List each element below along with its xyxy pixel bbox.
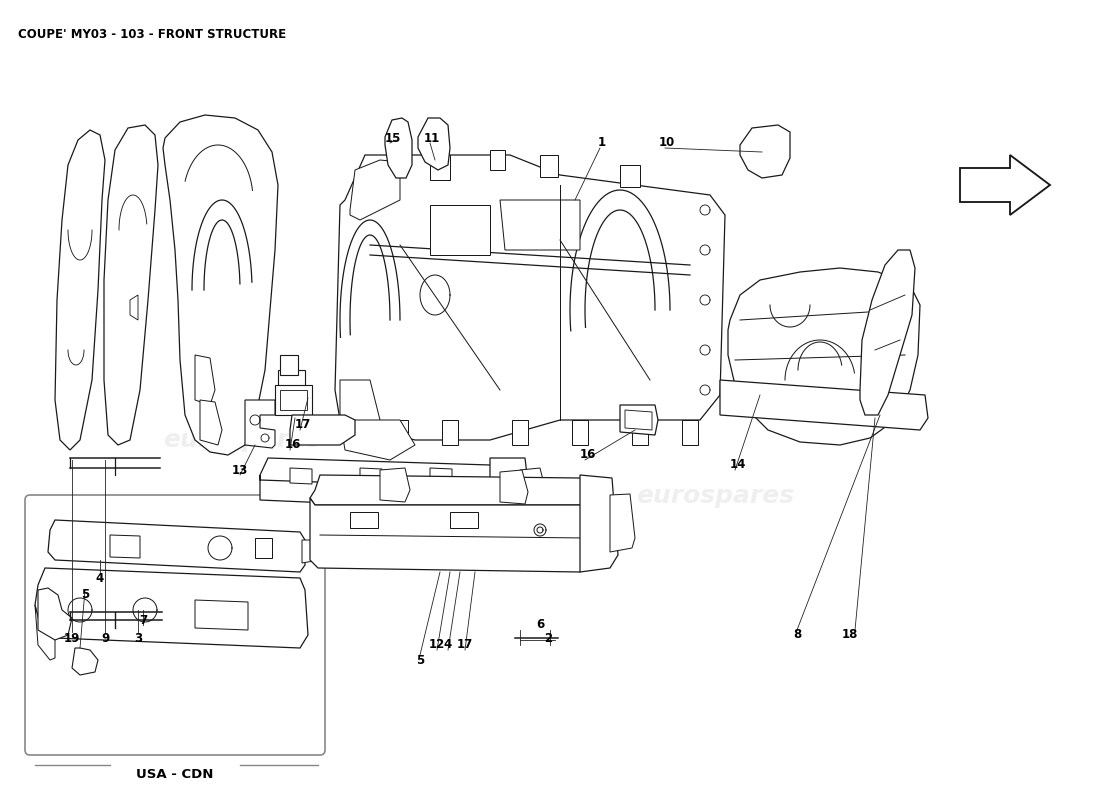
Text: 10: 10 [659, 137, 675, 150]
Polygon shape [340, 420, 415, 460]
Text: 18: 18 [842, 629, 858, 642]
Polygon shape [620, 165, 640, 187]
Polygon shape [572, 420, 588, 445]
Polygon shape [860, 250, 915, 415]
Polygon shape [195, 355, 214, 405]
Text: 5: 5 [81, 589, 89, 602]
Polygon shape [110, 535, 140, 558]
Text: 17: 17 [295, 418, 311, 431]
Text: 13: 13 [232, 463, 249, 477]
Text: 17: 17 [456, 638, 473, 651]
Polygon shape [500, 470, 528, 504]
Polygon shape [385, 118, 412, 178]
Polygon shape [728, 268, 920, 445]
Polygon shape [632, 420, 648, 445]
Polygon shape [442, 420, 458, 445]
Polygon shape [340, 380, 379, 430]
Polygon shape [490, 150, 505, 170]
Polygon shape [280, 390, 307, 410]
Polygon shape [490, 458, 530, 512]
Polygon shape [379, 468, 410, 502]
Polygon shape [48, 520, 305, 572]
Polygon shape [278, 370, 305, 395]
Text: 19: 19 [64, 631, 80, 645]
Polygon shape [302, 540, 322, 563]
Text: 12: 12 [429, 638, 446, 651]
Text: 2: 2 [543, 631, 552, 645]
Polygon shape [682, 420, 698, 445]
Polygon shape [512, 420, 528, 445]
Polygon shape [290, 468, 312, 484]
Polygon shape [280, 355, 298, 375]
Polygon shape [255, 538, 272, 558]
Polygon shape [960, 155, 1050, 215]
Polygon shape [430, 205, 490, 255]
Polygon shape [72, 648, 98, 675]
Text: 1: 1 [598, 137, 606, 150]
Polygon shape [430, 155, 450, 180]
Text: eurospares: eurospares [636, 484, 794, 508]
Polygon shape [35, 568, 308, 648]
Polygon shape [620, 405, 658, 435]
Text: eurospares: eurospares [163, 428, 321, 452]
Polygon shape [245, 400, 275, 448]
Text: 11: 11 [424, 131, 440, 145]
Polygon shape [39, 588, 72, 640]
Polygon shape [392, 420, 408, 445]
Text: 3: 3 [134, 631, 142, 645]
Polygon shape [362, 420, 378, 445]
Polygon shape [450, 512, 478, 528]
Text: 4: 4 [96, 571, 104, 585]
Polygon shape [360, 468, 382, 484]
Polygon shape [350, 512, 378, 528]
Polygon shape [740, 125, 790, 178]
Polygon shape [290, 415, 355, 445]
Polygon shape [130, 295, 138, 320]
Polygon shape [275, 385, 312, 415]
Polygon shape [310, 498, 590, 572]
Polygon shape [350, 160, 400, 220]
Polygon shape [418, 118, 450, 170]
Polygon shape [580, 475, 618, 572]
Text: 16: 16 [580, 449, 596, 462]
Polygon shape [310, 475, 592, 505]
Text: 5: 5 [416, 654, 425, 666]
Polygon shape [500, 200, 580, 250]
Polygon shape [520, 468, 544, 502]
Polygon shape [625, 410, 652, 430]
Text: 9: 9 [101, 631, 109, 645]
Polygon shape [336, 155, 725, 440]
Polygon shape [195, 600, 248, 630]
Polygon shape [720, 380, 928, 430]
Polygon shape [104, 125, 158, 445]
Polygon shape [200, 400, 222, 445]
Text: 7: 7 [139, 614, 147, 626]
Text: 4: 4 [444, 638, 452, 651]
Text: 8: 8 [793, 629, 801, 642]
FancyBboxPatch shape [25, 495, 324, 755]
Text: 6: 6 [536, 618, 544, 631]
Polygon shape [55, 130, 104, 450]
Text: 14: 14 [730, 458, 747, 471]
Polygon shape [163, 115, 278, 455]
Text: 16: 16 [285, 438, 301, 451]
Polygon shape [430, 468, 452, 484]
Polygon shape [610, 494, 635, 552]
Polygon shape [260, 458, 496, 488]
Text: COUPE' MY03 - 103 - FRONT STRUCTURE: COUPE' MY03 - 103 - FRONT STRUCTURE [18, 28, 286, 41]
Polygon shape [540, 155, 558, 177]
Polygon shape [35, 605, 55, 660]
Polygon shape [260, 475, 496, 510]
Text: USA - CDN: USA - CDN [136, 768, 213, 781]
Text: 15: 15 [385, 131, 402, 145]
